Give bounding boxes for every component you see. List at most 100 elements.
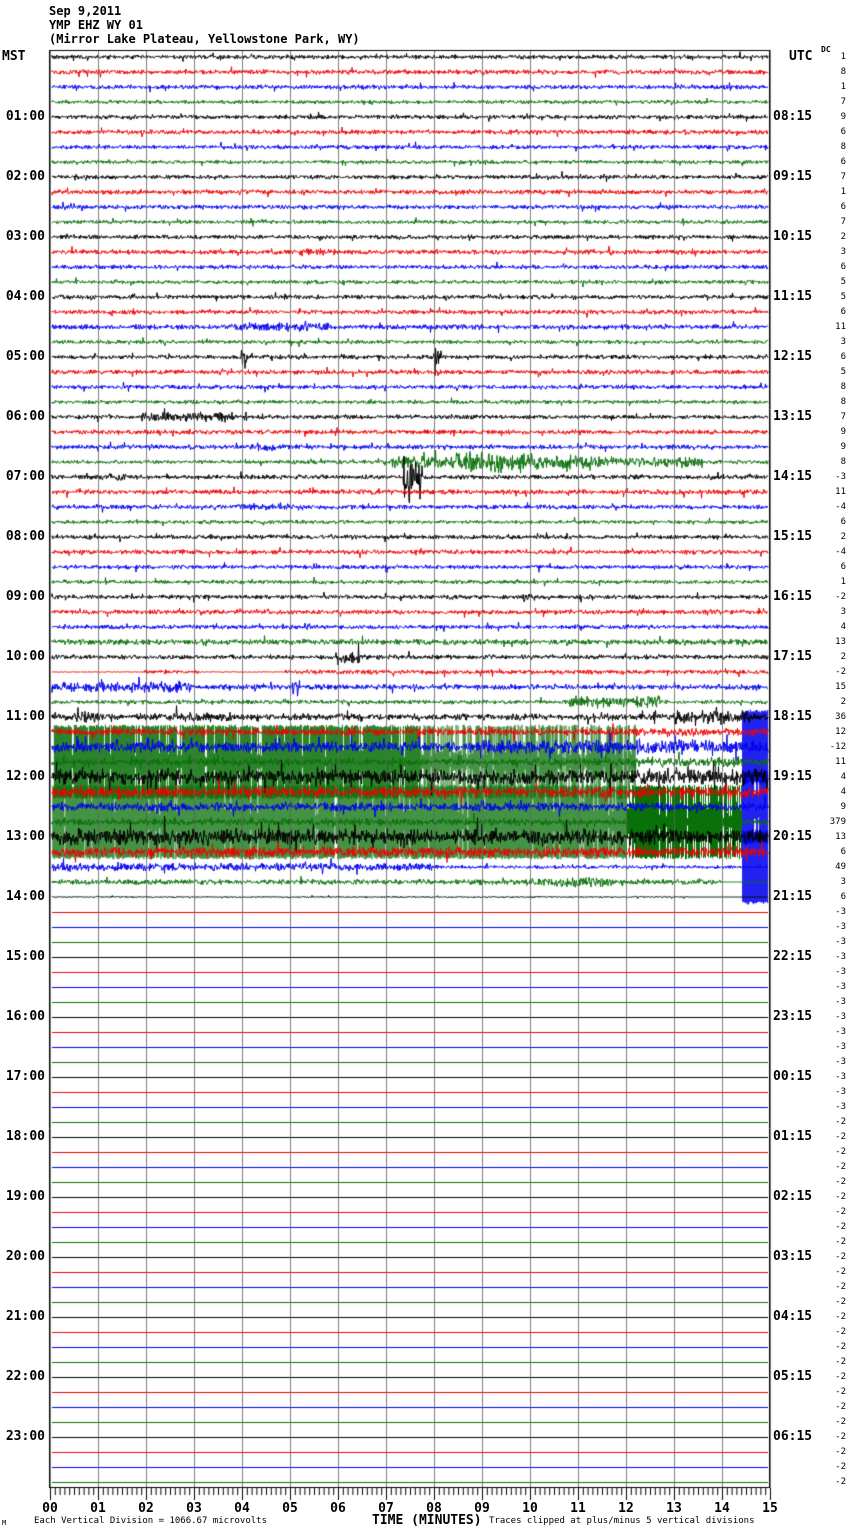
utc-hour-label: 19:15 [773,769,813,784]
dc-offset-value: 7 [840,412,846,422]
x-axis-tick-label: 14 [714,1501,730,1516]
mst-hour-label: 05:00 [5,349,45,364]
dc-offset-value: 7 [840,217,846,227]
dc-offset-value: -2 [835,1312,846,1322]
dc-offset-value: 11 [835,322,846,332]
dc-offset-value: -3 [835,967,846,977]
dc-offset-value: 6 [840,847,846,857]
dc-offset-value: 8 [840,67,846,77]
x-axis-tick-label: 08 [426,1501,442,1516]
dc-offset-value: 3 [840,247,846,257]
dc-column-header: DC [821,45,831,54]
dc-offset-value: -2 [835,1297,846,1307]
dc-offset-value: -3 [835,1072,846,1082]
dc-offset-value: 2 [840,232,846,242]
dc-offset-value: -12 [829,742,846,752]
mst-hour-label: 13:00 [5,829,45,844]
dc-offset-value: -2 [835,1477,846,1487]
mst-hour-label: 03:00 [5,229,45,244]
mst-hour-label: 04:00 [5,289,45,304]
dc-offset-value: 2 [840,697,846,707]
dc-offset-value: 1 [840,187,846,197]
dc-offset-value: -3 [835,982,846,992]
dc-offset-value: 8 [840,397,846,407]
dc-offset-value: 6 [840,562,846,572]
footer-clip-note: Traces clipped at plus/minus 5 vertical … [489,1516,755,1526]
dc-offset-value: -3 [835,1012,846,1022]
dc-offset-value: 3 [840,877,846,887]
dc-offset-value: 8 [840,382,846,392]
dc-offset-value: 9 [840,112,846,122]
dc-offset-value: 1 [840,82,846,92]
x-axis-tick-label: 04 [234,1501,250,1516]
dc-offset-value: 6 [840,892,846,902]
dc-offset-value: 36 [835,712,846,722]
dc-offset-value: -3 [835,937,846,947]
dc-offset-value: 4 [840,787,846,797]
x-axis-tick-label: 07 [378,1501,394,1516]
utc-hour-label: 08:15 [773,109,813,124]
dc-offset-value: 13 [835,832,846,842]
dc-offset-value: 11 [835,757,846,767]
mst-hour-label: 18:00 [5,1129,45,1144]
dc-offset-value: 13 [835,637,846,647]
dc-offset-value: -3 [835,907,846,917]
utc-hour-label: 20:15 [773,829,813,844]
dc-offset-value: 9 [840,802,846,812]
utc-hour-label: 22:15 [773,949,813,964]
dc-offset-value: 1 [840,577,846,587]
dc-offset-value: -2 [835,1147,846,1157]
mst-hour-label: 07:00 [5,469,45,484]
utc-hour-label: 03:15 [773,1249,813,1264]
dc-offset-value: 7 [840,172,846,182]
mst-hour-label: 08:00 [5,529,45,544]
x-axis-tick-label: 11 [570,1501,586,1516]
mst-hour-label: 19:00 [5,1189,45,1204]
dc-offset-value: 3 [840,337,846,347]
x-axis-tick-label: 00 [42,1501,58,1516]
dc-offset-value: 12 [835,727,846,737]
utc-hour-label: 18:15 [773,709,813,724]
mst-hour-label: 10:00 [5,649,45,664]
utc-hour-label: 05:15 [773,1369,813,1384]
mst-hour-label: 20:00 [5,1249,45,1264]
utc-hour-label: 16:15 [773,589,813,604]
dc-offset-value: -2 [835,1447,846,1457]
footer-scale-note: Each Vertical Division = 1066.67 microvo… [34,1516,267,1526]
dc-offset-value: -2 [835,1237,846,1247]
dc-offset-value: 7 [840,97,846,107]
dc-offset-value: -2 [835,1342,846,1352]
dc-offset-value: -3 [835,922,846,932]
dc-offset-value: -2 [835,1282,846,1292]
dc-offset-value: 8 [840,142,846,152]
dc-offset-value: 15 [835,682,846,692]
dc-offset-value: -2 [835,1372,846,1382]
dc-offset-value: 379 [829,817,846,827]
mst-hour-label: 01:00 [5,109,45,124]
utc-hour-label: 01:15 [773,1129,813,1144]
x-axis-tick-label: 05 [282,1501,298,1516]
utc-hour-label: 10:15 [773,229,813,244]
x-axis-tick-label: 12 [618,1501,634,1516]
mst-hour-label: 12:00 [5,769,45,784]
x-axis-tick-label: 15 [762,1501,778,1516]
mst-hour-label: 17:00 [5,1069,45,1084]
x-axis-tick-label: 01 [90,1501,106,1516]
dc-offset-value: 4 [840,622,846,632]
dc-offset-value: -2 [835,1357,846,1367]
x-axis-tick-label: 10 [522,1501,538,1516]
dc-offset-value: 1 [840,52,846,62]
dc-offset-value: -2 [835,1417,846,1427]
utc-hour-label: 11:15 [773,289,813,304]
dc-offset-value: 5 [840,292,846,302]
utc-hour-label: 23:15 [773,1009,813,1024]
utc-hour-label: 21:15 [773,889,813,904]
dc-offset-value: 11 [835,487,846,497]
dc-offset-value: 6 [840,157,846,167]
dc-offset-value: 3 [840,607,846,617]
mst-hour-label: 22:00 [5,1369,45,1384]
dc-offset-value: 6 [840,517,846,527]
mst-hour-label: 21:00 [5,1309,45,1324]
mst-hour-label: 16:00 [5,1009,45,1024]
